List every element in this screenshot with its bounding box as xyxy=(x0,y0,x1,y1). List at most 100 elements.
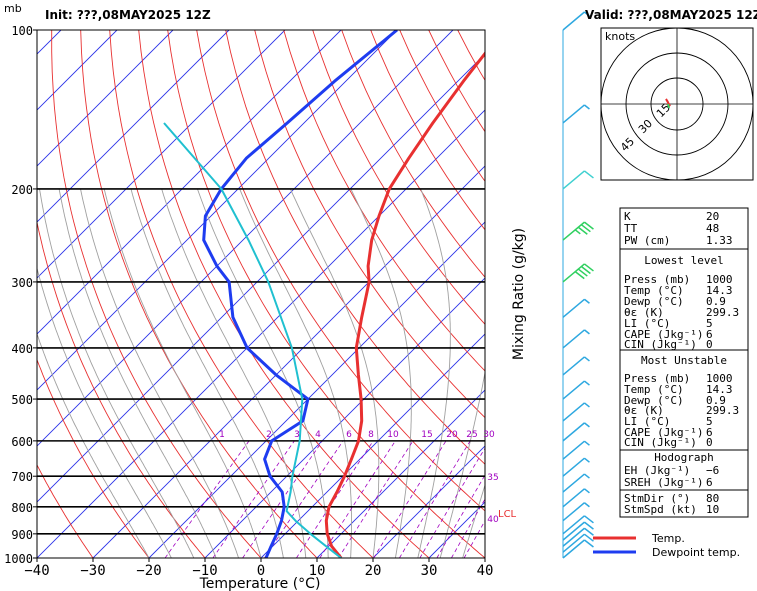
isotherm-line xyxy=(37,30,398,391)
dry-adiabat-line xyxy=(37,463,94,558)
wind-barb-staff xyxy=(562,539,585,559)
hodograph-ring xyxy=(625,52,729,156)
wind-barb-half-flag xyxy=(583,380,590,386)
most-unstable-title: Most Unstable xyxy=(641,354,727,367)
dry-adiabat-line xyxy=(109,30,374,558)
wind-barb-half-flag xyxy=(583,422,590,428)
lcl-label: LCL xyxy=(498,509,517,520)
index-value: 6 xyxy=(706,328,713,341)
isotherm-line xyxy=(372,445,485,558)
mixing-ratio-label: 15 xyxy=(421,430,432,440)
wind-barb-flag xyxy=(583,221,594,230)
hodograph-unit-label: knots xyxy=(605,30,635,43)
wind-barb-staff xyxy=(562,422,585,442)
wind-barb-flag xyxy=(583,515,594,524)
isotherm-line xyxy=(37,30,174,167)
index-label: EH (Jkg⁻¹) xyxy=(624,464,690,477)
dry-adiabat-line xyxy=(254,30,485,419)
index-value: 14.3 xyxy=(706,383,733,396)
wind-barb-staff xyxy=(562,533,585,553)
index-value: 6 xyxy=(706,476,713,489)
wind-barb-staff xyxy=(562,263,585,283)
dry-adiabat-line xyxy=(283,30,485,372)
moist-adiabat-line xyxy=(289,188,380,558)
init-time-label: Init: ???,08MAY2025 12Z xyxy=(45,8,211,22)
isotherm-line xyxy=(316,389,485,558)
pressure-tick-label: 200 xyxy=(11,183,33,197)
index-value: 10 xyxy=(706,503,719,516)
index-label: Temp (°C) xyxy=(624,284,684,297)
index-label: Press (mb) xyxy=(624,372,690,385)
hodograph-title: Hodograph xyxy=(654,451,714,464)
wind-barb-half-flag xyxy=(583,473,590,479)
index-label: Press (mb) xyxy=(624,273,690,286)
wind-barb-half-flag xyxy=(583,502,590,508)
parcel-curve xyxy=(163,122,342,558)
index-value: 299.3 xyxy=(706,404,739,417)
hodograph-ring xyxy=(650,77,704,131)
pressure-tick-label: 500 xyxy=(11,393,33,407)
mixing-ratio-label: 8 xyxy=(368,430,374,440)
legend-temp-label: Temp. xyxy=(651,532,685,545)
wind-barb-staff xyxy=(562,329,585,349)
index-value: 5 xyxy=(706,415,713,428)
pressure-unit-label: mb xyxy=(4,2,22,15)
isotherm-line xyxy=(37,30,230,223)
index-label: CIN (Jkg⁻¹) xyxy=(624,436,697,449)
index-value: 0.9 xyxy=(706,394,726,407)
wind-barb-flag xyxy=(583,170,594,179)
index-value: 14.3 xyxy=(706,284,733,297)
wind-barb-half-flag xyxy=(583,402,590,408)
wind-barb-half-flag xyxy=(583,11,590,17)
wind-barb-flag xyxy=(583,263,594,272)
temperature-tick-label: 40 xyxy=(477,563,494,579)
dry-adiabat-line xyxy=(167,30,485,558)
wind-barb-flag xyxy=(583,533,594,542)
moist-adiabat-line xyxy=(484,556,485,558)
index-label: SREH (Jkg⁻¹) xyxy=(624,476,703,489)
wind-barb-half-flag xyxy=(583,329,590,335)
index-label: Dewp (°C) xyxy=(624,295,684,308)
isotherm-line xyxy=(37,109,485,558)
wind-barb-staff xyxy=(562,502,585,522)
indices-panel: K 20 TT 48 PW (cm) 1.33 Lowest level Pre… xyxy=(619,207,749,518)
mixing-ratio-label: 4 xyxy=(315,430,321,440)
index-value: 80 xyxy=(706,492,719,505)
mixing-ratio-label: 10 xyxy=(387,430,399,440)
index-label: PW (cm) xyxy=(624,234,670,247)
index-value: 0.9 xyxy=(706,295,726,308)
wind-barb-half-flag xyxy=(583,104,590,110)
index-label: StmSpd (kt) xyxy=(624,503,697,516)
mixing-ratio-label: 35 xyxy=(487,473,498,483)
isotherm-line xyxy=(148,221,485,558)
mixing-ratio-label: 6 xyxy=(346,430,352,440)
index-value: 1000 xyxy=(706,372,733,385)
isotherm-line xyxy=(37,30,454,447)
moist-adiabat-line xyxy=(239,188,352,558)
wind-barb-staff xyxy=(562,356,585,376)
wind-barb-staff xyxy=(562,11,585,31)
mixing-ratio-label: 40 xyxy=(487,515,499,525)
hodograph-ring xyxy=(600,27,754,181)
wind-barb-flag xyxy=(583,527,594,536)
wind-barb-staff xyxy=(562,170,585,190)
index-value: 6 xyxy=(706,426,713,439)
wind-barbs xyxy=(562,11,594,559)
index-label: LI (°C) xyxy=(624,415,670,428)
dry-adiabat-line xyxy=(312,30,485,325)
temperature-tick-label: −10 xyxy=(192,563,217,579)
wind-barb-flag xyxy=(574,271,585,280)
temperature-tick-label: 10 xyxy=(309,563,326,579)
moist-adiabat-line xyxy=(350,188,412,558)
pressure-tick-label: 900 xyxy=(11,528,33,542)
index-label: TT xyxy=(624,222,638,235)
index-label: θε (K) xyxy=(624,306,664,319)
index-value: 20 xyxy=(706,210,719,223)
dry-adiabat-line xyxy=(196,30,485,512)
wind-barb-flag xyxy=(583,539,594,548)
dry-adiabat-line xyxy=(225,30,485,465)
index-value: 299.3 xyxy=(706,306,739,319)
wind-barb-staff xyxy=(562,402,585,422)
